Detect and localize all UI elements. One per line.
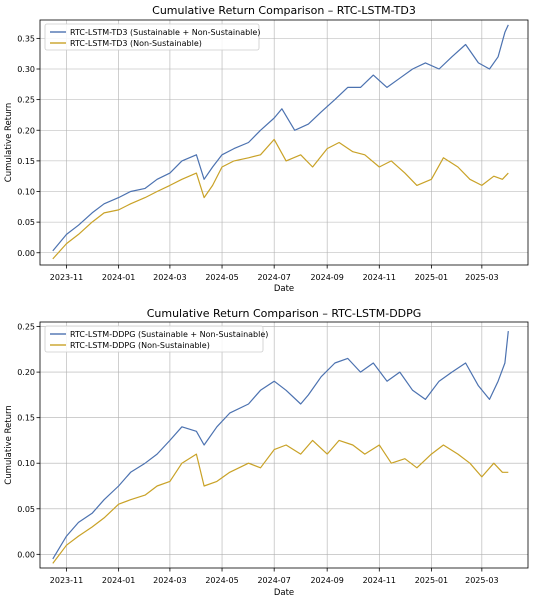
series-line-1 <box>53 331 509 559</box>
x-tick-label: 2024-05 <box>205 576 238 585</box>
series-line-1 <box>53 25 509 251</box>
series-line-2 <box>53 440 509 563</box>
y-tick-label: 0.05 <box>17 505 35 514</box>
x-tick-label: 2024-03 <box>153 576 186 585</box>
chart-2: Cumulative Return Comparison – RTC-LSTM-… <box>4 307 528 598</box>
plot-frame <box>40 322 528 568</box>
legend: RTC-LSTM-TD3 (Sustainable + Non-Sustaina… <box>45 24 260 50</box>
x-tick-label: 2024-11 <box>363 273 396 282</box>
x-axis-label: Date <box>274 588 294 598</box>
chart-1: Cumulative Return Comparison – RTC-LSTM-… <box>4 4 528 294</box>
y-tick-label: 0.10 <box>17 459 35 468</box>
y-tick-label: 0.20 <box>17 126 35 135</box>
x-tick-label: 2024-01 <box>102 576 135 585</box>
y-tick-label: 0.25 <box>17 96 35 105</box>
legend-entry: RTC-LSTM-DDPG (Sustainable + Non-Sustain… <box>70 330 268 339</box>
x-tick-label: 2024-01 <box>102 273 135 282</box>
y-tick-label: 0.00 <box>17 249 35 258</box>
y-tick-label: 0.30 <box>17 65 35 74</box>
series-line-2 <box>53 139 509 259</box>
x-tick-label: 2024-09 <box>310 576 343 585</box>
y-tick-label: 0.15 <box>17 414 35 423</box>
x-tick-label: 2024-09 <box>310 273 343 282</box>
y-tick-label: 0.20 <box>17 368 35 377</box>
x-tick-label: 2024-11 <box>363 576 396 585</box>
legend: RTC-LSTM-DDPG (Sustainable + Non-Sustain… <box>45 326 268 352</box>
x-tick-label: 2025-03 <box>465 576 498 585</box>
x-tick-label: 2024-07 <box>257 273 290 282</box>
y-tick-label: 0.15 <box>17 157 35 166</box>
y-tick-label: 0.25 <box>17 323 35 332</box>
x-tick-label: 2023-11 <box>50 576 83 585</box>
chart-title: Cumulative Return Comparison – RTC-LSTM-… <box>147 307 422 320</box>
x-tick-label: 2024-05 <box>205 273 238 282</box>
y-axis-label: Cumulative Return <box>4 405 14 484</box>
x-tick-label: 2024-07 <box>257 576 290 585</box>
chart-title: Cumulative Return Comparison – RTC-LSTM-… <box>152 4 416 17</box>
legend-entry: RTC-LSTM-TD3 (Non-Sustainable) <box>70 39 202 48</box>
x-tick-label: 2025-01 <box>415 273 448 282</box>
y-tick-label: 0.05 <box>17 218 35 227</box>
legend-entry: RTC-LSTM-DDPG (Non-Sustainable) <box>70 341 210 350</box>
legend-entry: RTC-LSTM-TD3 (Sustainable + Non-Sustaina… <box>70 28 260 37</box>
y-tick-label: 0.10 <box>17 188 35 197</box>
x-tick-label: 2025-01 <box>415 576 448 585</box>
x-axis-label: Date <box>274 284 294 294</box>
x-tick-label: 2025-03 <box>465 273 498 282</box>
y-tick-label: 0.35 <box>17 34 35 43</box>
y-axis-label: Cumulative Return <box>4 103 14 182</box>
x-tick-label: 2023-11 <box>50 273 83 282</box>
y-tick-label: 0.00 <box>17 550 35 559</box>
plot-frame <box>40 20 528 265</box>
x-tick-label: 2024-03 <box>153 273 186 282</box>
